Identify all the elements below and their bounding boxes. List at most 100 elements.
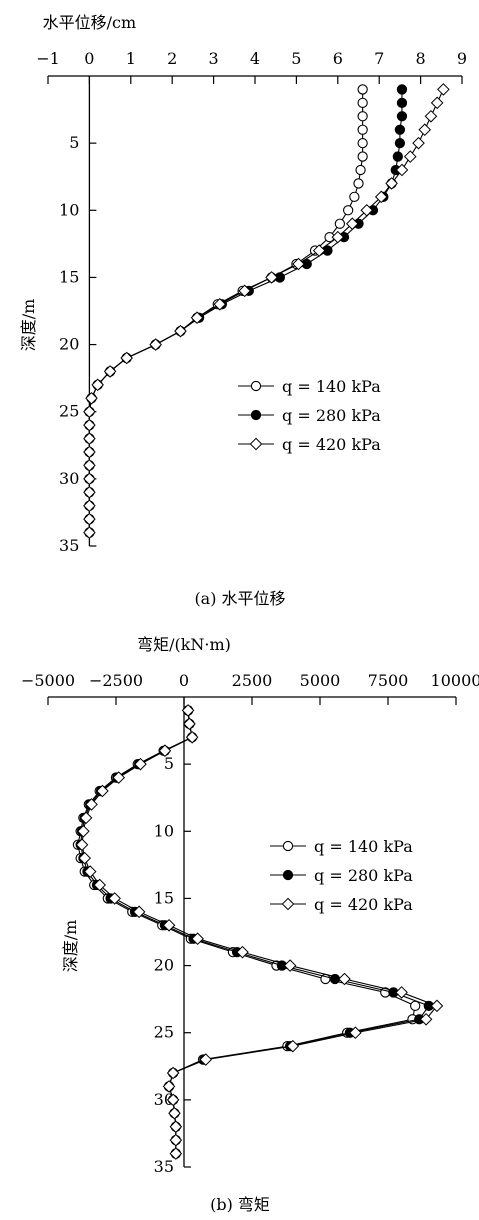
x-tick-label: 2 <box>167 49 177 68</box>
data-point-diamond <box>403 150 417 163</box>
data-point-diamond <box>120 351 133 365</box>
legend-label: q = 280 kPa <box>282 406 381 425</box>
y-tick-label: 20 <box>154 956 174 975</box>
data-point-diamond <box>338 972 351 986</box>
x-axis-label: 水平位移/cm <box>43 13 137 32</box>
data-point-filled <box>396 84 408 95</box>
x-tick-label: 1 <box>126 49 136 68</box>
legend-label: q = 420 kPa <box>282 435 381 454</box>
panel-caption: (b) 弯矩 <box>210 1195 270 1214</box>
y-tick-label: 5 <box>164 754 174 773</box>
data-point-diamond <box>169 1133 183 1147</box>
data-point-diamond <box>385 177 398 190</box>
data-point-diamond <box>162 918 176 932</box>
data-point-filled <box>282 869 294 881</box>
data-point-open <box>355 164 366 176</box>
data-point-diamond <box>134 757 147 771</box>
data-point-diamond <box>83 432 96 445</box>
data-point-open <box>357 111 368 122</box>
data-point-diamond <box>108 892 121 905</box>
data-point-diamond <box>83 405 96 419</box>
x-tick-label: 5000 <box>300 671 341 690</box>
data-point-diamond <box>85 391 98 405</box>
data-point-diamond <box>191 932 204 946</box>
legend-label: q = 280 kPa <box>314 866 413 885</box>
y-tick-label: 30 <box>59 469 79 488</box>
data-point-diamond <box>265 271 278 284</box>
series-line-open-diamond <box>88 89 444 533</box>
data-point-diamond <box>430 96 444 110</box>
data-point-diamond <box>437 83 450 96</box>
data-point-diamond <box>75 838 89 852</box>
data-point-diamond <box>395 163 409 177</box>
series-line-open-diamond <box>81 710 438 1154</box>
data-point-filled <box>250 409 262 421</box>
data-point-diamond <box>349 1026 362 1040</box>
series-line-open-circle <box>77 710 416 1154</box>
data-point-diamond <box>79 811 93 825</box>
x-tick-label: 7 <box>374 49 384 68</box>
series-line-open-circle <box>88 89 364 533</box>
data-point-diamond <box>183 717 196 731</box>
data-point-diamond <box>168 1106 181 1120</box>
data-point-diamond <box>345 217 359 231</box>
data-point-diamond <box>283 959 297 972</box>
y-tick-label: 30 <box>154 1090 174 1109</box>
data-point-open <box>357 151 368 162</box>
data-point-filled <box>394 137 406 149</box>
data-point-diamond <box>213 297 227 311</box>
y-axis-label: 深度/m <box>61 920 80 973</box>
legend: q = 140 kPa q = 280 kPa q = 420 kPa <box>270 837 413 914</box>
data-point-open <box>282 840 294 852</box>
data-point-diamond <box>238 284 251 298</box>
data-point-diamond <box>331 230 345 244</box>
series-line-filled-circle <box>88 89 403 533</box>
data-point-diamond <box>77 824 90 838</box>
y-tick-label: 20 <box>59 335 79 354</box>
x-tick-label: 2500 <box>232 671 273 690</box>
data-point-diamond <box>424 109 438 123</box>
chart-panel-1: −1 0 1 2 3 4 5 6 7 8 9 水平位移/cm 5 10 15 20 25 30 35 深度/m q = … <box>19 13 467 608</box>
x-tick-label: −2500 <box>89 671 143 690</box>
data-point-diamond <box>374 190 388 204</box>
data-point-filled <box>392 151 403 162</box>
y-tick-label: 35 <box>154 1157 174 1176</box>
legend: q = 140 kPa q = 280 kPa q = 420 kPa <box>238 377 381 454</box>
data-point-diamond <box>103 365 117 378</box>
data-point-diamond <box>419 1012 433 1026</box>
y-tick-label: 15 <box>154 888 174 907</box>
data-point-diamond <box>112 771 126 784</box>
data-point-filled <box>396 97 408 109</box>
data-point-diamond <box>162 1080 176 1093</box>
x-axis-label: 弯矩/(kN·m) <box>137 635 231 654</box>
x-tick-label: −5000 <box>21 671 75 690</box>
data-point-filled <box>394 124 406 135</box>
data-point-diamond <box>158 744 172 758</box>
x-tick-label: 10000 <box>431 671 479 690</box>
data-point-diamond <box>149 338 162 351</box>
data-point-diamond <box>286 1039 300 1053</box>
data-point-diamond <box>312 244 326 257</box>
chart-panel-2: −5000 −2500 0 2500 5000 7500 10000 弯矩/(kN·m) 5 10… <box>21 635 479 1214</box>
x-tick-label: 6 <box>333 49 343 68</box>
data-point-diamond <box>83 485 96 499</box>
data-point-diamond <box>169 1120 183 1134</box>
data-point-diamond <box>83 418 96 432</box>
data-point-diamond <box>83 512 96 526</box>
data-point-open <box>357 97 368 109</box>
data-point-diamond <box>93 878 106 892</box>
y-axis-label: 深度/m <box>19 299 38 352</box>
data-point-diamond <box>83 459 96 472</box>
x-tick-label: 0 <box>179 671 189 690</box>
data-point-diamond <box>91 378 104 392</box>
data-point-open <box>353 178 364 189</box>
y-tick-label: 5 <box>69 133 79 152</box>
data-point-open <box>342 205 354 216</box>
data-point-diamond <box>166 1093 180 1107</box>
legend-label: q = 140 kPa <box>282 377 381 396</box>
y-tick-label: 10 <box>59 200 79 219</box>
data-point-diamond <box>78 851 92 865</box>
data-point-diamond <box>418 123 432 137</box>
data-point-diamond <box>292 257 305 271</box>
data-point-diamond <box>199 1053 213 1066</box>
